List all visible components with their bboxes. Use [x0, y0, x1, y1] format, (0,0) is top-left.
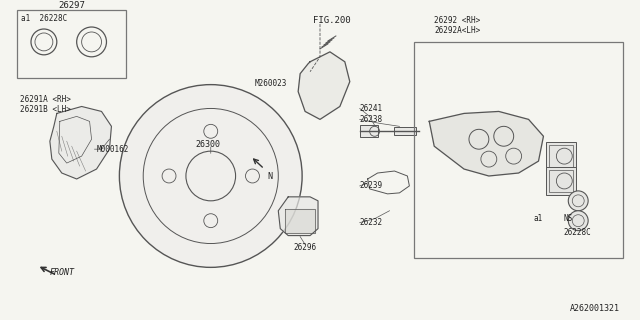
- Polygon shape: [278, 197, 318, 236]
- Polygon shape: [429, 111, 543, 176]
- Text: 26300: 26300: [196, 140, 221, 149]
- Polygon shape: [285, 209, 315, 233]
- Text: FIG.200: FIG.200: [313, 16, 351, 25]
- Bar: [549, 145, 573, 167]
- Text: 26228C: 26228C: [563, 228, 591, 237]
- Circle shape: [568, 211, 588, 231]
- Text: 26238: 26238: [360, 115, 383, 124]
- Text: FRONT: FRONT: [50, 268, 75, 277]
- Text: NS: NS: [563, 214, 573, 223]
- Text: a1: a1: [534, 214, 543, 223]
- Text: 26239: 26239: [360, 181, 383, 190]
- Text: 26291A <RH>
26291B <LH>: 26291A <RH> 26291B <LH>: [20, 94, 71, 114]
- Text: M000162: M000162: [97, 145, 129, 154]
- Bar: [547, 167, 576, 195]
- Text: 26292 <RH>
26292A<LH>: 26292 <RH> 26292A<LH>: [434, 16, 481, 36]
- Bar: [394, 127, 417, 135]
- Bar: [549, 170, 573, 192]
- Text: M260023: M260023: [255, 79, 287, 88]
- Text: 26296: 26296: [294, 243, 317, 252]
- Bar: [360, 125, 378, 137]
- Text: a1  26228C: a1 26228C: [21, 13, 67, 23]
- Bar: [547, 142, 576, 170]
- Text: 26232: 26232: [360, 218, 383, 227]
- Text: A262001321: A262001321: [570, 304, 620, 313]
- Polygon shape: [298, 52, 350, 119]
- Polygon shape: [50, 107, 111, 179]
- Circle shape: [568, 191, 588, 211]
- Bar: [17, 10, 126, 78]
- Text: 26241: 26241: [360, 104, 383, 113]
- Bar: [414, 42, 623, 259]
- Circle shape: [120, 84, 302, 268]
- Text: 26297: 26297: [58, 1, 85, 10]
- Text: N: N: [268, 172, 273, 181]
